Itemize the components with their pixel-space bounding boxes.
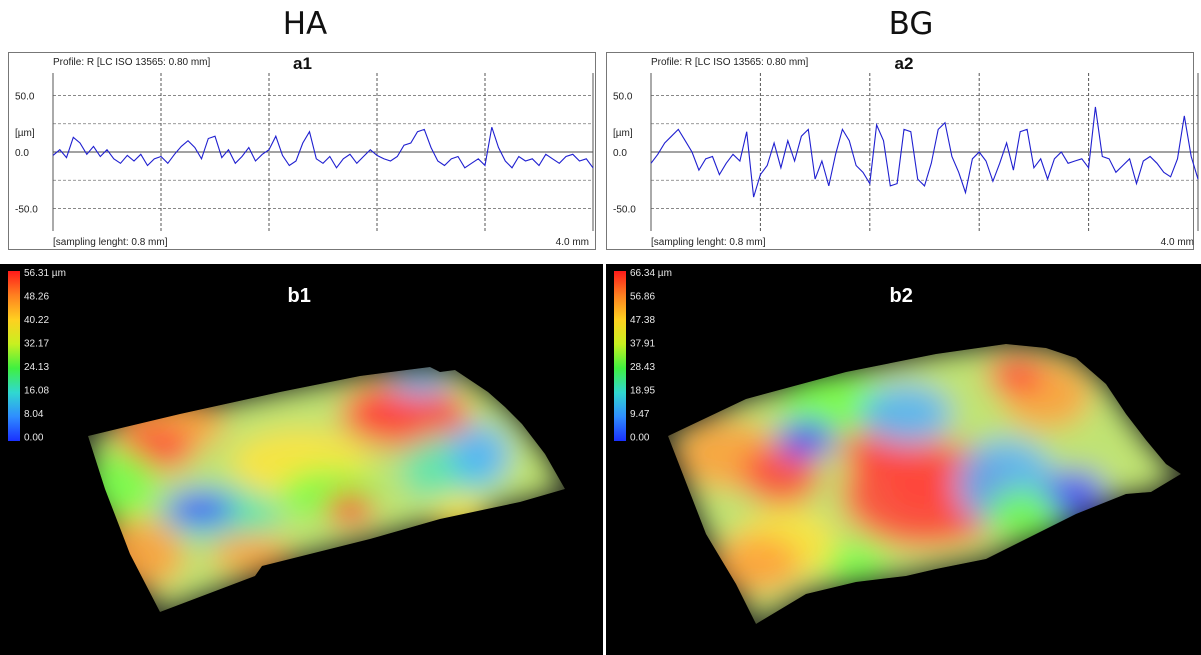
surface-map-b1-svg: 56.31 µm 48.26 40.22 32.17 24.13 16.08 8.04 0.0… <box>8 268 565 612</box>
y-tick-label: 0.0 <box>15 148 29 159</box>
profile-chart-a2: 50.0 0.0 -50.0 [µm] Profile: R [LC ISO 13565… <box>606 52 1199 250</box>
surface-map-b1: 56.31 µm 48.26 40.22 32.17 24.13 16.08 8.04 0.0… <box>0 264 603 655</box>
surface-height-region <box>1046 469 1106 519</box>
surface-height-region <box>776 419 836 459</box>
colorbar-tick-label: 9.47 <box>630 409 650 420</box>
column-title-ha: HA <box>282 6 328 42</box>
surface-region <box>668 344 1181 624</box>
panel-label: a2 <box>895 54 914 73</box>
y-tick-label: -50.0 <box>15 204 38 215</box>
colorbar-tick-label: 32.17 <box>24 339 49 350</box>
surface-color-field <box>668 344 1181 624</box>
surface-height-region <box>826 544 886 584</box>
y-tick-label: 50.0 <box>613 92 633 103</box>
y-tick-label: 50.0 <box>15 92 35 103</box>
surface-height-region <box>986 354 1046 394</box>
surface-color-field <box>88 367 565 612</box>
profile-chart-a2-svg: 50.0 0.0 -50.0 [µm] Profile: R [LC ISO 13565… <box>613 54 1199 248</box>
colorbar-tick-label: 48.26 <box>24 292 49 303</box>
colorbar-tick-label: 0.00 <box>630 433 650 444</box>
y-axis-unit: [µm] <box>613 128 633 139</box>
surface-height-region <box>861 384 951 444</box>
panel-label: b1 <box>288 285 311 307</box>
x-end-label: 4.0 mm <box>556 237 589 248</box>
surface-height-region <box>390 372 450 396</box>
colorbar-tick-label: 18.95 <box>630 386 655 397</box>
surface-height-region <box>210 534 290 574</box>
colorbar-tick-label: 56.31 µm <box>24 268 66 279</box>
column-title-bg: BG <box>888 6 934 42</box>
surface-height-region <box>450 424 510 484</box>
surface-shading <box>668 344 1181 624</box>
y-axis-unit: [µm] <box>15 128 35 139</box>
colorbar-tick-label: 66.34 µm <box>630 268 672 279</box>
colorbar <box>8 271 20 441</box>
surface-height-region <box>711 534 801 594</box>
panel-label: b2 <box>890 285 913 307</box>
colorbar-tick-label: 28.43 <box>630 362 655 373</box>
profile-title: Profile: R [LC ISO 13565: 0.80 mm] <box>651 57 809 68</box>
surface-map-b2-svg: 66.34 µm 56.86 47.38 37.91 28.43 18.95 9.47 0.0… <box>614 268 1181 624</box>
surface-height-region <box>986 489 1066 539</box>
colorbar-tick-label: 0.00 <box>24 433 44 444</box>
profile-series-line <box>52 127 594 169</box>
surface-region <box>88 367 565 612</box>
y-tick-label: -50.0 <box>613 204 636 215</box>
x-axis-label: [sampling lenght: 0.8 mm] <box>651 237 766 248</box>
colorbar-tick-label: 24.13 <box>24 362 49 373</box>
surface-height-region <box>881 459 981 519</box>
x-end-label: 4.0 mm <box>1161 237 1194 248</box>
colorbar <box>614 271 626 441</box>
x-axis-label: [sampling lenght: 0.8 mm] <box>53 237 168 248</box>
y-tick-label: 0.0 <box>613 148 627 159</box>
surface-map-b2: 66.34 µm 56.86 47.38 37.91 28.43 18.95 9.47 0.0… <box>606 264 1201 655</box>
panel-label: a1 <box>293 54 312 73</box>
colorbar-tick-label: 37.91 <box>630 339 655 350</box>
surface-shading <box>88 367 565 612</box>
colorbar-tick-label: 40.22 <box>24 315 49 326</box>
surface-height-region <box>325 491 375 527</box>
colorbar-tick-label: 16.08 <box>24 386 49 397</box>
profile-chart-a1-svg: 50.0 0.0 -50.0 [µm] Profile: R [LC ISO 13565… <box>15 54 594 248</box>
surface-height-region <box>165 491 235 527</box>
profile-series-line <box>650 106 1199 198</box>
colorbar-tick-label: 8.04 <box>24 409 44 420</box>
colorbar-tick-label: 47.38 <box>630 315 655 326</box>
profile-chart-a1: 50.0 0.0 -50.0 [µm] Profile: R [LC ISO 13565… <box>8 52 596 250</box>
colorbar-tick-label: 56.86 <box>630 292 655 303</box>
profile-title: Profile: R [LC ISO 13565: 0.80 mm] <box>53 57 211 68</box>
surface-height-region <box>355 391 425 427</box>
